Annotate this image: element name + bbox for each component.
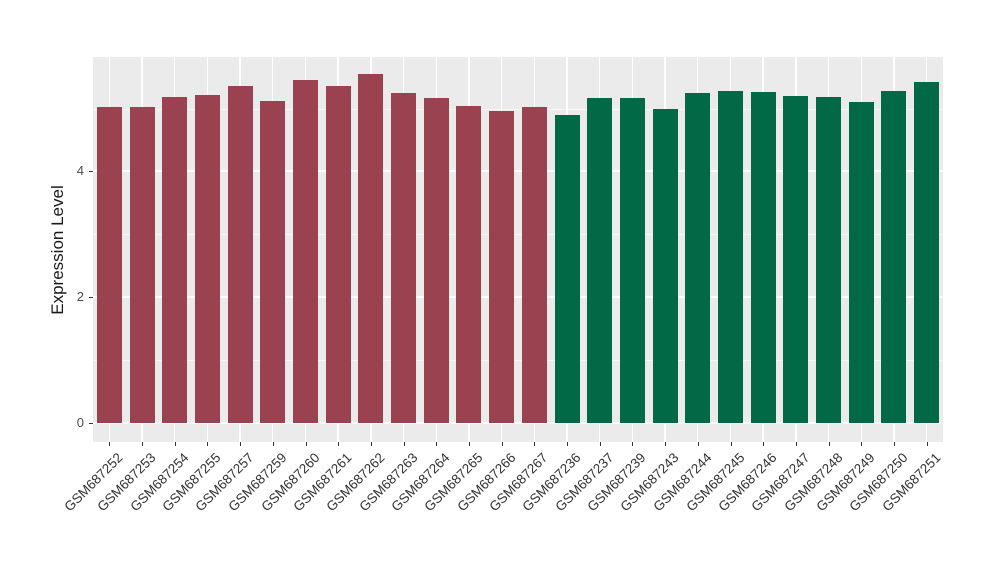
x-tick-mark (534, 442, 536, 446)
bar-GSM687248 (816, 96, 842, 423)
x-tick-mark (599, 442, 601, 446)
bar-GSM687237 (587, 98, 613, 423)
bar-GSM687261 (325, 85, 351, 423)
x-tick-mark (828, 442, 830, 446)
x-tick-mark (305, 442, 307, 446)
minor-gridline (93, 108, 943, 110)
bar-GSM687260 (293, 80, 318, 423)
x-tick-mark (370, 442, 372, 446)
x-tick-mark (468, 442, 470, 446)
bar-GSM687252 (96, 107, 122, 423)
bar-GSM687251 (914, 82, 940, 423)
y-tick-label: 0 (76, 415, 84, 430)
y-tick-mark (89, 423, 93, 424)
major-gridline (93, 170, 943, 173)
y-tick-label: 4 (76, 163, 84, 179)
x-tick-mark (174, 442, 176, 446)
bar-GSM687257 (227, 85, 253, 423)
bar-GSM687250 (881, 90, 907, 423)
x-tick-mark (567, 442, 569, 446)
major-gridline (93, 422, 943, 424)
y-tick-label: 2 (76, 289, 84, 305)
x-tick-mark (436, 442, 438, 446)
bar-GSM687254 (162, 96, 188, 423)
bar-GSM687262 (358, 73, 384, 423)
bar-GSM687253 (129, 106, 155, 423)
bar-GSM687263 (391, 92, 417, 423)
x-tick-mark (632, 442, 634, 446)
x-tick-mark (795, 442, 797, 446)
y-tick-mark (89, 297, 93, 299)
x-tick-mark (338, 442, 340, 446)
bar-GSM687249 (848, 101, 874, 423)
minor-gridline (93, 234, 943, 236)
x-tick-mark (272, 442, 274, 446)
bar-GSM687247 (783, 95, 809, 423)
x-tick-mark (501, 442, 503, 446)
bar-GSM687236 (554, 114, 580, 423)
bar-GSM687243 (652, 109, 678, 423)
x-tick-mark (697, 442, 699, 446)
bar-GSM687266 (489, 111, 515, 423)
x-tick-mark (207, 442, 209, 446)
x-tick-mark (109, 442, 111, 446)
bar-GSM687245 (718, 90, 743, 423)
bar-GSM687267 (521, 107, 547, 423)
major-gridline (93, 296, 943, 299)
x-tick-mark (142, 442, 144, 446)
bar-GSM687255 (194, 94, 220, 423)
minor-gridline (93, 360, 943, 362)
y-tick-mark (89, 171, 93, 173)
x-tick-mark (240, 442, 242, 446)
x-tick-mark (665, 442, 667, 446)
plot-panel (93, 57, 943, 442)
bar-GSM687265 (456, 105, 482, 423)
bar-GSM687264 (423, 98, 449, 423)
x-tick-mark (893, 442, 895, 446)
bar-GSM687239 (619, 98, 645, 423)
bar-GSM687246 (750, 91, 776, 423)
x-tick-mark (861, 442, 863, 446)
x-tick-mark (763, 442, 765, 446)
x-tick-mark (730, 442, 732, 446)
x-tick-mark (403, 442, 405, 446)
bar-GSM687259 (260, 100, 286, 423)
bar-GSM687244 (685, 92, 711, 423)
x-tick-mark (926, 442, 928, 446)
